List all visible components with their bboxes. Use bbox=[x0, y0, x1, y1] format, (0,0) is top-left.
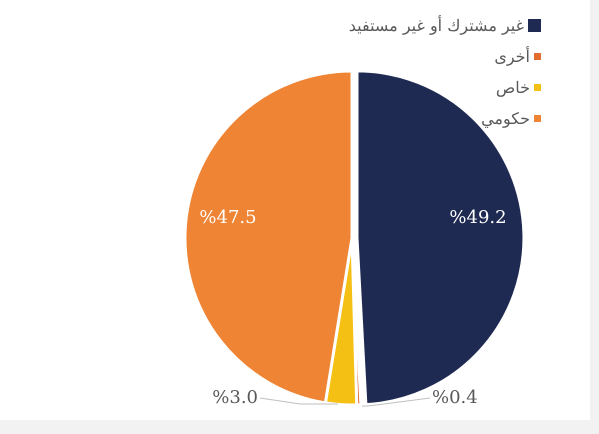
leader-line bbox=[259, 397, 338, 405]
legend-item: حكومي bbox=[349, 103, 541, 134]
legend-item: غير مشترك أو غير مستفيد bbox=[349, 10, 541, 41]
data-label-government: %47.5 bbox=[199, 207, 256, 228]
legend-label: خاص bbox=[495, 78, 530, 97]
legend-label: حكومي bbox=[481, 109, 530, 128]
chart-frame: %49.2 %0.4 %3.0 %47.5 غير مشترك أو غير مستف… bbox=[0, 0, 590, 420]
legend-item: خاص bbox=[349, 72, 541, 103]
pie-slice-government bbox=[183, 69, 354, 405]
legend-item: أخرى bbox=[349, 41, 541, 72]
legend-label: أخرى bbox=[494, 47, 530, 66]
legend-swatch-private bbox=[534, 84, 541, 91]
legend-label: غير مشترك أو غير مستفيد bbox=[348, 16, 524, 35]
data-label-other: %0.4 bbox=[432, 387, 478, 408]
data-label-non-participant: %49.2 bbox=[449, 207, 506, 228]
pie-slice-non-participant bbox=[355, 69, 526, 407]
pie-chart: %49.2 %0.4 %3.0 %47.5 bbox=[183, 69, 526, 408]
legend-swatch-non-participant bbox=[528, 19, 541, 32]
legend-swatch-other bbox=[534, 53, 541, 60]
leader-line bbox=[362, 397, 431, 407]
legend: غير مشترك أو غير مستفيد أخرى خاص حكومي bbox=[349, 10, 541, 134]
legend-swatch-government bbox=[534, 115, 541, 122]
data-label-private: %3.0 bbox=[212, 387, 258, 408]
